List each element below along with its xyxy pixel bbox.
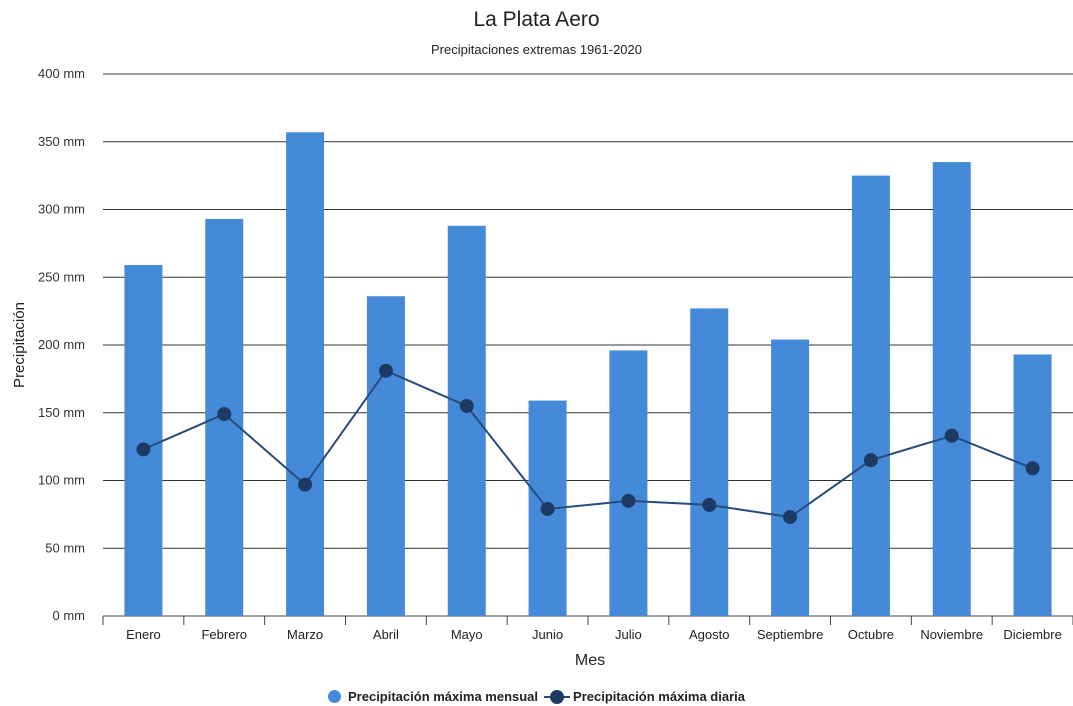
x-tick-label: Enero	[126, 627, 161, 642]
line-series	[143, 369, 1033, 519]
x-axis-title: Mes	[575, 652, 605, 669]
y-tick-label: 300 mm	[38, 202, 85, 217]
legend-bar-swatch	[328, 690, 341, 703]
y-tick-label: 0 mm	[53, 608, 86, 623]
legend-item-bar[interactable]: Precipitación máxima mensual	[328, 689, 538, 704]
x-tick-label: Marzo	[287, 627, 323, 642]
bar	[124, 265, 163, 616]
bar	[286, 132, 325, 616]
legend: Precipitación máxima mensual Precipitaci…	[0, 689, 1073, 704]
bar	[851, 175, 890, 616]
line-point	[540, 501, 555, 516]
x-tick-label: Septiembre	[757, 627, 823, 642]
y-tick-label: 200 mm	[38, 337, 85, 352]
y-tick-label: 250 mm	[38, 269, 85, 284]
x-tick-label: Junio	[532, 627, 563, 642]
line-point	[136, 442, 151, 457]
bar	[932, 162, 971, 616]
line-point	[298, 477, 313, 492]
bar	[609, 350, 648, 616]
x-tick-label: Noviembre	[920, 627, 983, 642]
line-point	[944, 428, 959, 443]
y-tick-label: 50 mm	[45, 540, 85, 555]
legend-item-line[interactable]: Precipitación máxima diaria	[538, 689, 745, 704]
y-tick-label: 100 mm	[38, 473, 85, 488]
x-tick-label: Diciembre	[1003, 627, 1062, 642]
bar	[690, 308, 729, 616]
line-point	[217, 407, 232, 422]
bar	[366, 296, 405, 616]
y-axis-title: Precipitación	[11, 302, 28, 388]
x-tick-label: Abril	[373, 627, 399, 642]
x-tick-label: Febrero	[201, 627, 247, 642]
x-tick-label: Mayo	[451, 627, 483, 642]
x-tick-label: Agosto	[689, 627, 729, 642]
line-point	[459, 398, 474, 413]
line-point	[783, 510, 798, 525]
x-tick-label: Julio	[615, 627, 642, 642]
x-tick-label: Octubre	[848, 627, 894, 642]
bar	[447, 225, 486, 616]
bar	[1013, 354, 1052, 616]
bar	[771, 339, 810, 616]
legend-line-swatch	[544, 689, 571, 704]
chart-title: La Plata Aero	[473, 8, 600, 31]
legend-bar-label: Precipitación máxima mensual	[348, 689, 539, 704]
y-tick-label: 150 mm	[38, 405, 85, 420]
line-point	[621, 493, 636, 508]
legend-line-label: Precipitación máxima diaria	[573, 689, 745, 704]
line-point	[1025, 461, 1040, 476]
line-point	[378, 363, 393, 378]
line-point	[702, 497, 717, 512]
y-tick-label: 350 mm	[38, 134, 85, 149]
chart-subtitle: Precipitaciones extremas 1961-2020	[430, 42, 642, 57]
y-tick-label: 400 mm	[38, 66, 85, 81]
line-point	[863, 453, 878, 468]
